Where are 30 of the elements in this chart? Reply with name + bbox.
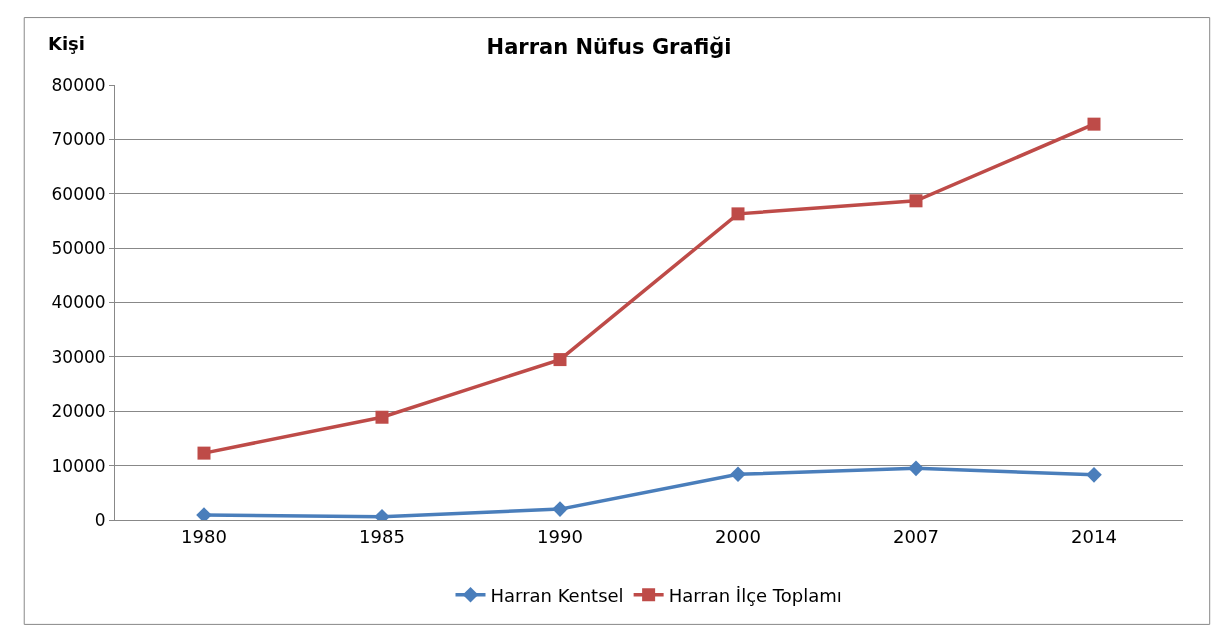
point [375,410,389,424]
legend-label: Harran İlçe Toplamı [668,584,842,606]
point [552,501,568,517]
y-tick-label: 60000 [51,183,106,204]
point [909,194,923,208]
y-tick-label: 10000 [51,455,106,476]
point [730,466,746,483]
y-tick-label: 50000 [51,238,106,259]
x-tick-label: 1985 [359,525,405,547]
x-tick-label: 2014 [1071,525,1117,547]
x-tick-label: 2007 [893,525,939,547]
point [197,446,211,460]
legend-label: Harran Kentsel [490,584,624,606]
y-tick-label: 30000 [51,346,106,367]
x-tick-label: 2000 [715,525,761,547]
y-tick-label: 20000 [51,401,106,422]
x-tick-label: 1990 [537,525,583,547]
y-tick-label: 70000 [51,129,106,150]
y-tick-label: 0 [94,509,106,530]
point [196,507,212,520]
x-tick-label: 1980 [181,525,227,547]
point [908,460,924,477]
point [553,353,567,367]
y-tick-label: 80000 [51,74,106,95]
point [1086,467,1102,483]
y-axis-title: Kişi [48,33,86,54]
y-tick-label: 40000 [51,292,106,313]
point [1087,117,1101,131]
point [731,207,745,221]
chart-title: Harran Nüfus Grafiği [486,35,732,60]
